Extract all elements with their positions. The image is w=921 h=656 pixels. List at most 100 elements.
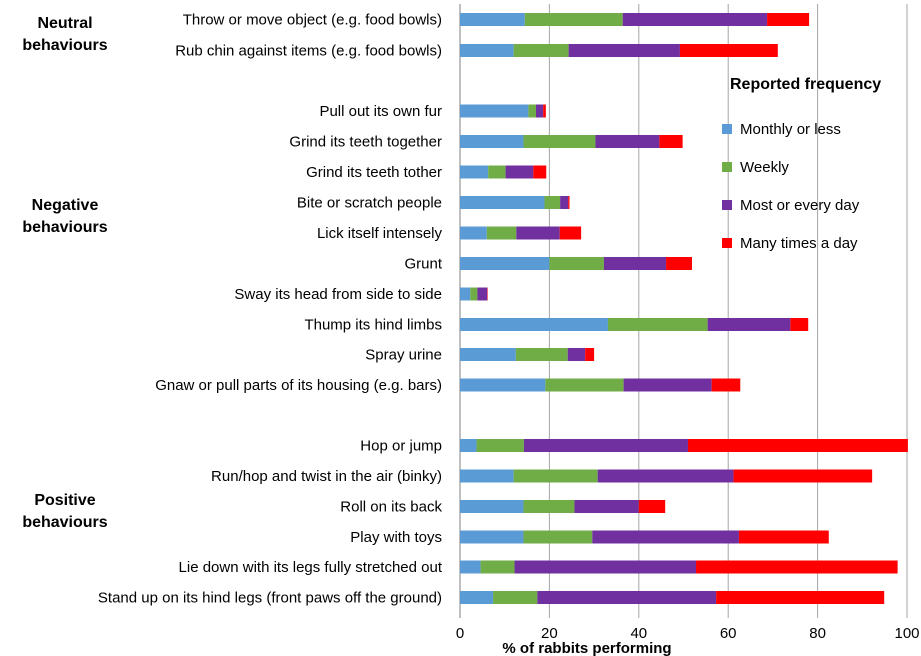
bar-segment <box>638 500 666 513</box>
x-tick-label: 0 <box>456 625 464 642</box>
bar-segment <box>603 257 667 270</box>
bar-segment <box>488 165 506 179</box>
bar-segment <box>716 591 885 604</box>
legend-label-many-times: Many times a day <box>740 234 858 252</box>
bar-segment <box>679 44 778 57</box>
bar-segment <box>476 439 524 452</box>
category-label: Grind its teeth tother <box>306 164 442 181</box>
bar-segment <box>623 378 712 392</box>
bar-segment <box>733 469 873 483</box>
legend-item-monthly: Monthly or less <box>722 110 917 148</box>
bar-segment <box>460 591 494 604</box>
legend-title: Reported frequency <box>730 76 882 93</box>
bar-segment <box>460 196 545 209</box>
bar-segment <box>597 469 734 483</box>
bar-segment <box>460 500 524 513</box>
category-label: Lick itself intensely <box>317 225 443 242</box>
bar-segment <box>460 287 471 301</box>
legend-label-daily: Most or every day <box>740 196 860 214</box>
bar-segment <box>707 318 791 331</box>
bar-segment <box>477 287 488 301</box>
legend-item-many-times: Many times a day <box>722 224 917 262</box>
bar-segment <box>666 257 692 270</box>
bar-segment <box>528 104 536 118</box>
bar-segment <box>460 348 516 361</box>
bar-segment <box>460 439 477 452</box>
bar-segment <box>567 348 586 361</box>
bar-segment <box>460 560 481 574</box>
category-label: Grunt <box>404 256 442 273</box>
legend-item-weekly: Weekly <box>722 148 917 186</box>
category-label: Sway its head from side to side <box>234 286 442 303</box>
bar-segment <box>460 135 524 148</box>
bar-segment <box>523 439 688 452</box>
bar-segment <box>505 165 534 179</box>
category-label: Bite or scratch people <box>297 195 442 212</box>
legend-swatch-daily <box>722 200 732 210</box>
bar-segment <box>513 469 598 483</box>
bar-segment <box>622 13 768 26</box>
x-tick-label: 100 <box>894 625 919 642</box>
group-label-negative: Negative behaviours <box>0 195 130 239</box>
bar-segment <box>559 226 582 240</box>
bar-segment <box>544 196 561 209</box>
bar-segment <box>574 500 639 513</box>
bar-segment <box>524 13 623 26</box>
category-label: Spray urine <box>365 347 442 364</box>
bar-segment <box>523 500 575 513</box>
bar-segment <box>696 560 898 574</box>
bar-segment <box>515 348 568 361</box>
grid-lines <box>459 4 908 618</box>
bar-segment <box>533 165 547 179</box>
bar-segment <box>592 530 739 544</box>
bar-segment <box>537 591 717 604</box>
bar-segment <box>460 469 514 483</box>
bars <box>460 13 908 604</box>
group-label-negative-line2: behaviours <box>22 219 108 236</box>
x-axis-label: % of rabbits performing <box>502 640 671 656</box>
bar-segment <box>486 226 517 240</box>
legend-label-weekly: Weekly <box>740 158 789 176</box>
bar-segment <box>545 378 624 392</box>
category-label: Roll on its back <box>340 499 442 516</box>
category-label: Throw or move object (e.g. food bowls) <box>183 12 442 29</box>
legend-swatch-monthly <box>722 124 732 134</box>
bar-segment <box>560 196 569 209</box>
x-tick-label: 20 <box>541 625 558 642</box>
bar-segment <box>470 287 478 301</box>
bar-segment <box>523 135 596 148</box>
bar-segment <box>460 44 514 57</box>
category-label: Thump its hind limbs <box>304 317 442 334</box>
category-label: Lie down with its legs fully stretched o… <box>179 559 443 576</box>
x-tick-labels: 0 20 40 60 80 100 <box>456 625 920 642</box>
bar-segment <box>687 439 908 452</box>
category-label: Grind its teeth together <box>289 134 442 151</box>
bar-segment <box>460 530 524 544</box>
x-tick-label: 40 <box>630 625 647 642</box>
bar-segment <box>460 13 525 26</box>
bar-segment <box>607 318 708 331</box>
bar-segment <box>767 13 810 26</box>
group-label-neutral: Neutral behaviours <box>0 13 130 57</box>
bar-segment <box>568 196 570 209</box>
bar-segment <box>595 135 660 148</box>
category-label: Stand up on its hind legs (front paws of… <box>98 590 442 607</box>
group-label-positive: Positive behaviours <box>0 490 130 534</box>
legend-label-monthly: Monthly or less <box>740 120 841 138</box>
category-label: Rub chin against items (e.g. food bowls) <box>175 43 442 60</box>
bar-segment <box>543 104 546 118</box>
bar-segment <box>549 257 604 270</box>
category-label: Run/hop and twist in the air (binky) <box>211 468 442 485</box>
legend-swatch-many-times <box>722 238 732 248</box>
category-labels: Throw or move object (e.g. food bowls) Ru… <box>98 12 443 607</box>
x-tick-label: 60 <box>720 625 737 642</box>
bar-segment <box>460 257 550 270</box>
group-label-positive-line2: behaviours <box>22 514 108 531</box>
bar-segment <box>711 378 741 392</box>
bar-segment <box>460 104 529 118</box>
bar-segment <box>460 165 489 179</box>
group-label-positive-line1: Positive <box>34 492 96 509</box>
bar-segment <box>460 226 487 240</box>
legend-swatch-weekly <box>722 162 732 172</box>
